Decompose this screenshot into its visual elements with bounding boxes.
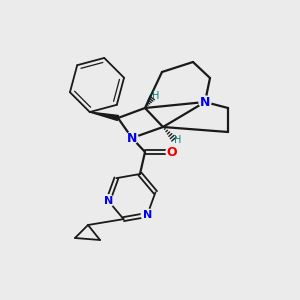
Circle shape	[126, 132, 138, 144]
Text: H: H	[152, 91, 160, 101]
Text: O: O	[167, 146, 177, 158]
Polygon shape	[90, 112, 119, 120]
Text: N: N	[103, 196, 113, 206]
Text: N: N	[200, 95, 210, 109]
Circle shape	[141, 209, 153, 221]
Circle shape	[199, 96, 211, 108]
Text: N: N	[142, 210, 152, 220]
Circle shape	[166, 146, 178, 158]
Circle shape	[102, 195, 114, 207]
Text: H: H	[174, 135, 182, 145]
Text: N: N	[127, 131, 137, 145]
